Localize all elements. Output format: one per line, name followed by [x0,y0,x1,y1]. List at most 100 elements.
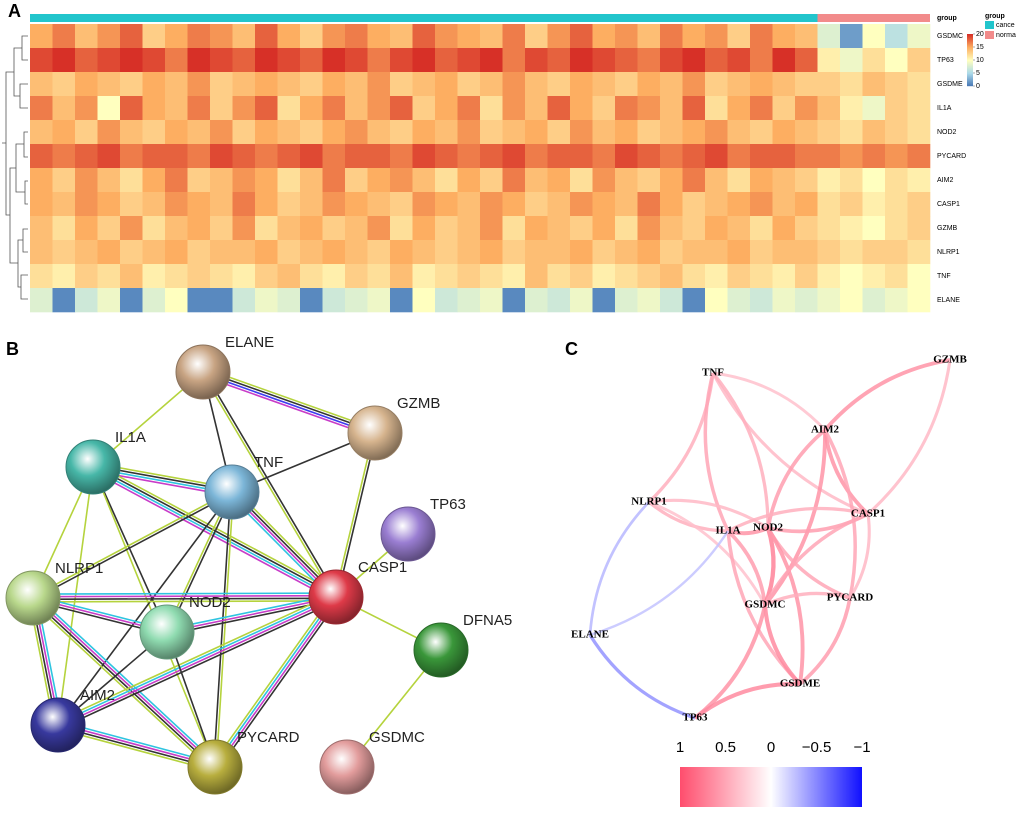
heat-cell [187,192,211,217]
colorbar-step [967,49,973,51]
heat-cell [885,24,908,49]
interaction-edge [211,594,334,766]
heat-cell [390,144,413,169]
heat-cell [480,192,503,217]
interaction-edge [333,432,375,597]
heat-cell [682,144,706,169]
row-label: NOD2 [937,129,957,136]
heat-cell [727,216,751,241]
heat-cell [390,72,413,97]
heat-cell [165,144,188,169]
heat-cell [120,72,143,97]
heat-cell [187,240,211,265]
heat-cell [120,216,143,241]
correlation-edge [693,681,801,720]
heat-cell [435,120,458,145]
heat-cell [772,120,796,145]
heat-cell [142,264,166,289]
heat-cell [412,240,436,265]
group-bar [817,14,930,22]
heat-cell [30,24,53,49]
heat-cell [817,96,841,121]
heat-cell [502,96,526,121]
heat-cell [210,120,233,145]
heat-cell [705,48,728,73]
heat-cell [570,264,593,289]
colorbar-step [967,38,973,40]
colorbar-step [967,47,973,49]
heat-cell [75,96,98,121]
heat-cell [277,240,301,265]
heat-cell [322,120,346,145]
heat-cell [862,240,886,265]
heat-cell [817,144,841,169]
heat-cell [772,48,796,73]
heat-cell [570,288,593,313]
heat-cell [120,144,143,169]
heat-cell [615,288,638,313]
heat-cell [255,288,278,313]
heat-cell [885,288,908,313]
protein-label: NLRP1 [55,560,103,577]
heat-cell [300,192,323,217]
interaction-edge [336,433,378,598]
heat-cell [547,216,571,241]
interaction-edge [29,600,213,771]
heat-cell [367,48,391,73]
interaction-edge [33,492,233,600]
heat-cell [772,24,796,49]
heat-cell [525,24,548,49]
heat-cell [97,168,121,193]
heat-cell [727,72,751,97]
heat-cell [255,96,278,121]
heat-cell [52,288,76,313]
heat-cell [615,168,638,193]
heat-cell [120,192,143,217]
heat-cell [840,24,863,49]
heat-cell [165,264,188,289]
heat-cell [727,288,751,313]
group-bar [30,14,818,22]
heat-cell [547,168,571,193]
heat-cell [637,288,661,313]
heat-cell [322,24,346,49]
heat-cell [772,72,796,97]
heat-cell [592,48,616,73]
colorbar-step [967,55,973,57]
colorbar-label: −0.5 [802,739,832,756]
heat-cell [142,72,166,97]
heat-cell [367,168,391,193]
row-label: NLRP1 [937,249,960,256]
heat-cell [165,24,188,49]
colorbar-step [967,46,973,48]
heat-cell [570,168,593,193]
heat-cell [97,216,121,241]
heat-cell [885,192,908,217]
colorbar-step [967,43,973,45]
heat-cell [457,240,481,265]
heat-cell [547,288,571,313]
heat-cell [817,120,841,145]
heat-cell [592,168,616,193]
heat-cell [525,144,548,169]
colorbar-step [967,77,973,79]
heat-cell [367,264,391,289]
protein-node [5,570,61,626]
heat-cell [615,72,638,97]
heat-cell [502,120,526,145]
heat-cell [480,24,503,49]
protein-node [413,622,469,678]
heat-cell [525,120,548,145]
heat-cell [367,96,391,121]
heat-cell [390,48,413,73]
heat-cell [142,96,166,121]
interaction-edge [33,597,337,601]
heat-cell [547,96,571,121]
heat-cell [52,216,76,241]
heat-cell [817,240,841,265]
heat-cell [795,192,818,217]
heat-cell [187,48,211,73]
heat-cell [97,288,121,313]
colorbar-step [967,50,973,52]
heat-cell [592,144,616,169]
